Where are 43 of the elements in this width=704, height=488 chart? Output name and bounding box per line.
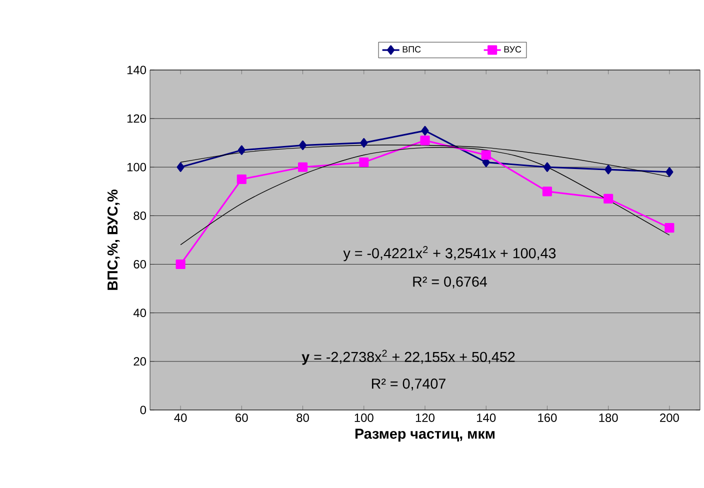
x-tick-label: 40 [174,414,187,422]
point [421,126,429,136]
point [543,162,552,172]
point [236,174,246,184]
y-tick-label: 100 [127,162,146,172]
y-tick-label: 140 [127,66,146,74]
annotation: R² = 0,6764 [413,276,487,288]
point [420,136,430,146]
point [176,259,186,270]
x-tick-label: 80 [296,414,309,422]
y-tick-label: 60 [134,260,146,268]
x-tick-label: 160 [538,414,557,422]
point [481,150,491,160]
y-tick-label: 40 [133,308,146,318]
point [176,162,184,172]
y-tick-label: 0 [140,406,146,414]
point [604,164,612,174]
point [298,162,308,172]
point [542,186,552,196]
y-axis-title: ВПС,%, ВУС,% [107,190,120,290]
annotation: y = -0,4221x$^{2}$ + 3,2541x + 100,43 [343,246,556,262]
legend-label: ВУС [504,46,522,52]
x-tick-label: 200 [660,414,679,422]
x-axis-title: Размер частиц, мкм [355,428,494,442]
y-tick-label: 20 [134,357,146,366]
point [664,223,674,233]
point [360,138,368,148]
line-series [180,147,670,246]
annotation: R² = 0,7407 [372,378,446,390]
x-tick-label: 60 [236,414,248,422]
legend-label: ВПС [402,46,421,52]
point [666,167,674,177]
point [238,145,246,155]
x-tick-label: 140 [477,414,496,422]
x-tick-label: 100 [354,414,374,422]
x-tick-label: 120 [416,414,435,422]
y-tick-label: 80 [134,211,146,220]
x-tick-label: 180 [599,414,618,422]
annotation: y = -2,2738x$^{2}$ + 22,155x + 50,452 [302,350,515,365]
point [298,140,307,150]
point [359,157,369,168]
point [604,194,614,204]
y-tick-label: 120 [127,114,146,123]
